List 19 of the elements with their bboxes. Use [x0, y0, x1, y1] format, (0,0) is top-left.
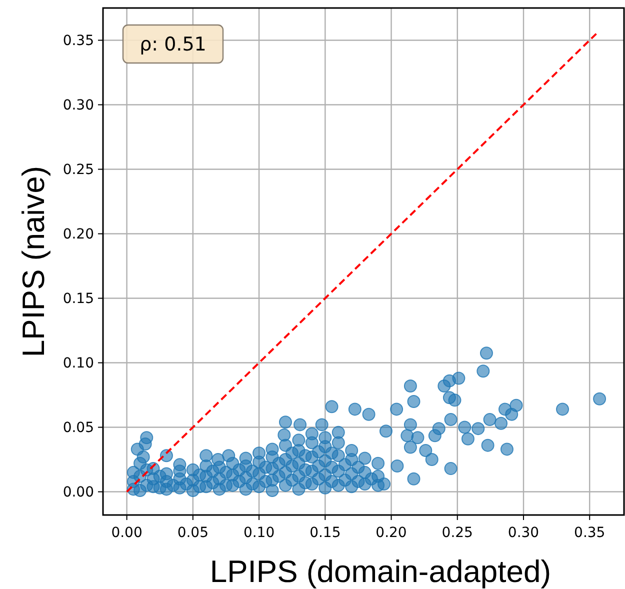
x-tick-label: 0.35: [574, 525, 606, 541]
x-tick-label: 0.15: [310, 525, 341, 541]
x-tick-label: 0.10: [243, 525, 275, 541]
x-tick-label: 0.25: [442, 525, 473, 541]
x-tick-label: 0.30: [508, 525, 540, 541]
y-tick-label: 0.25: [62, 162, 94, 178]
x-tick-label: 0.00: [111, 525, 142, 541]
y-tick-label: 0.00: [62, 484, 94, 501]
y-axis-title: LPIPS (naive): [16, 166, 51, 358]
x-axis-title: LPIPS (domain-adapted): [210, 554, 552, 589]
x-tick-label: 0.20: [376, 525, 407, 541]
y-tick-label: 0.35: [62, 33, 94, 50]
y-tick-label: 0.10: [62, 356, 94, 372]
annotation: ρ: 0.51: [140, 34, 206, 56]
x-tick-label: 0.05: [177, 525, 209, 541]
y-tick-label: 0.05: [62, 420, 94, 436]
y-tick-label: 0.15: [62, 291, 94, 308]
y-tick-label: 0.20: [62, 226, 94, 243]
y-tick-label: 0.30: [62, 98, 94, 114]
